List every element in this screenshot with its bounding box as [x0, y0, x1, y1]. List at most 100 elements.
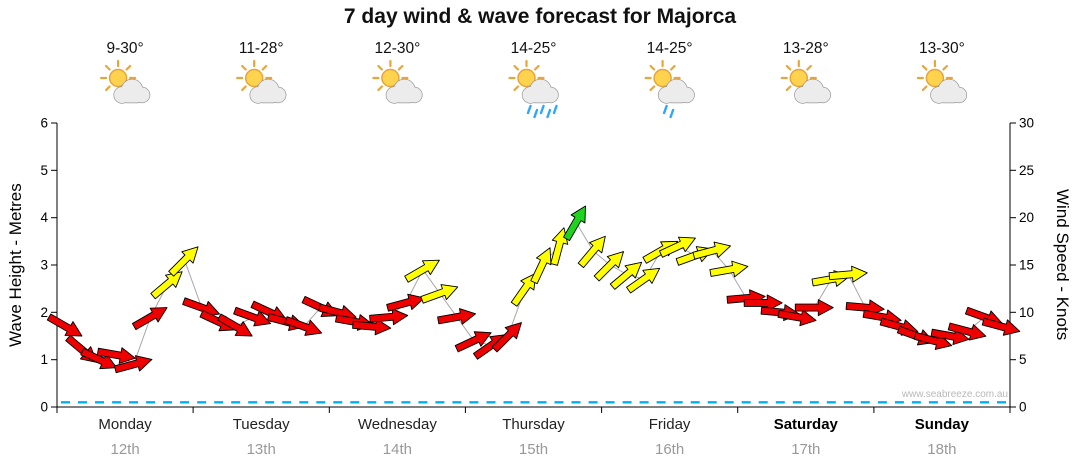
axis-tick-label: 15 [1019, 258, 1034, 273]
day-label: Sunday [915, 416, 970, 433]
cloud-icon [385, 78, 423, 104]
axis-tick-label: 2 [40, 305, 48, 320]
wind-arrow [404, 259, 440, 283]
cloud-icon [657, 78, 695, 104]
wind-arrow [420, 284, 459, 304]
wind-arrow [530, 247, 552, 285]
raindrop-icon [526, 104, 532, 115]
axis-tick-label: 0 [40, 400, 48, 415]
weather-icon [780, 59, 831, 104]
wind-arrow [659, 236, 696, 258]
temp-label: 11-28° [239, 40, 284, 57]
axis-tick-label: 4 [40, 210, 48, 225]
cloud-icon [930, 78, 968, 104]
raindrop-icon [662, 104, 668, 115]
cloud-icon [794, 78, 831, 104]
wind-arrow [981, 317, 1021, 336]
raindrop-icon [533, 108, 539, 119]
wind-arrow [491, 322, 522, 353]
temp-label: 14-25° [511, 40, 557, 57]
axis-tick-label: 5 [40, 163, 48, 178]
sun-icon [99, 59, 137, 97]
cloud-icon [113, 78, 151, 104]
wind-arrow [828, 265, 868, 283]
weather-icon [372, 59, 423, 104]
date-label: 12th [110, 441, 139, 458]
wind-arrow [113, 355, 153, 374]
axis-tick-label: 25 [1019, 163, 1034, 178]
wind-arrow [577, 235, 606, 269]
weather-icon [644, 59, 695, 119]
day-label: Thursday [502, 416, 565, 433]
wind-arrow [777, 309, 817, 327]
raindrop-icon [552, 104, 558, 115]
wind-arrow [563, 205, 586, 242]
wind-arrow [454, 331, 492, 353]
raindrop-icon [539, 104, 545, 115]
axis-tick-label: 0 [1019, 400, 1027, 415]
raindrop-icon [669, 108, 675, 119]
right-axis-label: Wind Speed - Knots [1053, 189, 1072, 341]
wind-arrow [217, 313, 253, 337]
weather-icon [236, 59, 287, 104]
weather-icon [508, 59, 559, 119]
wind-arrow [626, 267, 661, 294]
sun-icon [644, 59, 681, 97]
wind-arrow [96, 347, 136, 364]
wind-connector-line [65, 221, 1002, 366]
day-label: Friday [649, 416, 691, 433]
day-label: Saturday [774, 416, 839, 433]
sun-icon [236, 59, 273, 97]
date-label: 16th [655, 441, 684, 458]
wind-arrow [369, 308, 409, 326]
date-label: 13th [247, 441, 276, 458]
weather-icon [99, 59, 151, 104]
wind-arrow [233, 306, 272, 327]
temp-label: 9-30° [106, 40, 143, 57]
day-label: Monday [98, 416, 152, 433]
wind-arrow [743, 294, 783, 312]
temp-label: 13-28° [783, 40, 829, 57]
wind-arrow [386, 293, 425, 312]
watermark: www.seabreeze.com.au [901, 389, 1008, 400]
axes: 0 1 2 3 4 5 6 0 5 10 15 20 25 30 [40, 116, 1034, 415]
day-label: Wednesday [358, 416, 437, 433]
wind-arrow [709, 260, 749, 278]
wind-arrow [168, 246, 199, 277]
wind-arrow [593, 251, 624, 282]
wind-arrow [692, 241, 732, 260]
temp-label: 13-30° [919, 40, 965, 57]
axis-tick-label: 1 [40, 352, 48, 367]
date-label: 17th [791, 441, 820, 458]
cloud-icon [249, 78, 287, 104]
date-label: 18th [927, 441, 956, 458]
wind-arrow [794, 299, 834, 317]
axis-tick-label: 10 [1019, 305, 1034, 320]
axis-tick-label: 3 [40, 258, 48, 273]
axis-tick-label: 20 [1019, 210, 1034, 225]
temp-label: 12-30° [374, 40, 420, 57]
raindrop-icon [546, 108, 552, 119]
wind-arrow [150, 271, 183, 300]
wind-arrow [131, 307, 168, 331]
left-axis-label: Wave Height - Metres [6, 183, 25, 347]
chart-title: 7 day wind & wave forecast for Majorca [343, 5, 737, 28]
wind-arrow [80, 348, 118, 370]
day-label: Tuesday [233, 416, 290, 433]
wind-arrow [437, 308, 477, 325]
temp-label: 14-25° [647, 40, 693, 57]
axis-tick-label: 5 [1019, 352, 1027, 367]
axis-tick-label: 30 [1019, 116, 1034, 131]
wind-arrow [46, 313, 83, 337]
cloud-icon [521, 78, 559, 104]
date-label: 14th [383, 441, 412, 458]
date-label: 15th [519, 441, 548, 458]
weather-icon [916, 59, 968, 104]
sun-icon [780, 59, 817, 97]
wind-arrow [284, 316, 323, 336]
axis-tick-label: 6 [40, 116, 48, 131]
wind-arrow [352, 318, 392, 336]
wind-arrow [947, 322, 987, 341]
